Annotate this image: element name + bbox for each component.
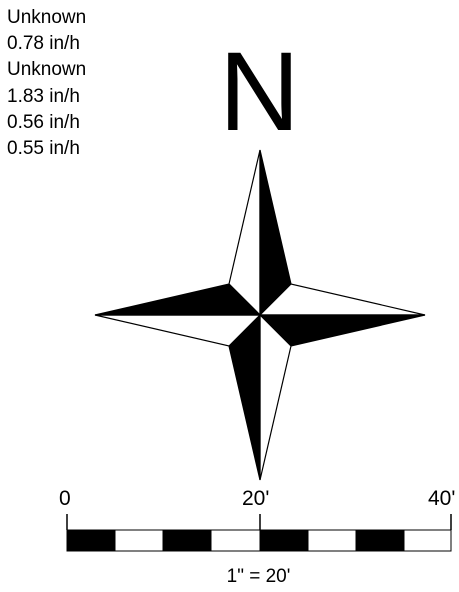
- scale-label-forty: 40': [428, 487, 456, 510]
- legend-item: 0.78 in/h: [7, 33, 80, 55]
- scale-label-zero: 0: [59, 487, 71, 510]
- scale-label-twenty: 20': [242, 487, 270, 510]
- legend-item: Unknown: [7, 59, 87, 81]
- legend-list: Unknown 0.78 in/h Unknown 1.83 in/h 0.56…: [7, 5, 86, 162]
- scale-segment: [355, 529, 405, 552]
- scale-bar: [66, 514, 452, 552]
- scale-segment: [259, 529, 309, 552]
- scale-segment: [307, 529, 357, 552]
- scale-segment: [162, 529, 212, 552]
- north-label: N: [219, 29, 300, 154]
- legend-item: 0.55 in/h: [7, 138, 80, 160]
- scale-segment: [403, 529, 452, 552]
- legend-item: Unknown: [7, 7, 87, 28]
- legend-item: 1.83 in/h: [7, 85, 80, 107]
- legend-item: 0.56 in/h: [7, 111, 80, 133]
- scale-segment: [66, 529, 116, 552]
- compass-west-upper-half: [94, 283, 262, 316]
- scale-ratio-label: 1" = 20': [226, 566, 291, 587]
- scale-segment: [210, 529, 261, 552]
- scale-segment: [114, 529, 164, 552]
